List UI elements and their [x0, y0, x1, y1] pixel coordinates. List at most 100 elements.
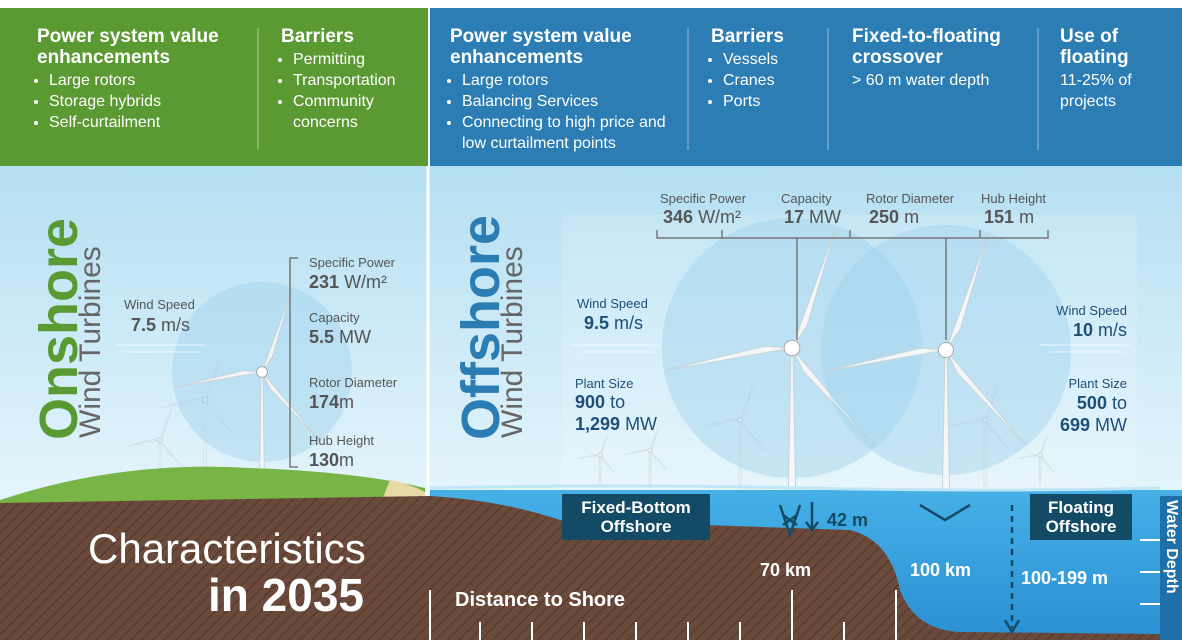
list-item: Transportation	[293, 70, 421, 91]
hub	[1037, 452, 1043, 458]
blade	[945, 232, 990, 351]
number: 7.5	[131, 315, 157, 335]
blade	[984, 382, 1000, 421]
number: 900	[575, 392, 606, 412]
blade	[739, 419, 767, 451]
turbine	[1018, 434, 1055, 486]
label: Wind Speed	[1056, 303, 1127, 318]
floating-label: Floating Offshore	[1030, 494, 1132, 540]
list-item: Vessels	[723, 49, 821, 70]
blade	[739, 382, 755, 421]
unit: W/m²	[698, 207, 742, 227]
number: 17	[784, 207, 805, 227]
turbine	[662, 218, 922, 503]
blade	[791, 225, 837, 349]
hub	[938, 342, 954, 358]
hub	[256, 366, 268, 378]
list-item: Large rotors	[49, 70, 252, 91]
value: 500 to 699 MW	[1060, 392, 1127, 436]
label: Rotor Diameter	[866, 191, 955, 206]
tower	[598, 454, 602, 486]
unit: m	[1019, 207, 1035, 227]
label: Rotor Diameter	[309, 375, 398, 390]
hub	[597, 452, 603, 458]
hill	[0, 466, 425, 505]
heading: Barriers	[711, 26, 784, 47]
label: Wind Speed	[577, 296, 648, 311]
turbine	[945, 382, 1012, 486]
label: Capacity	[781, 191, 832, 206]
unit: m	[339, 450, 355, 470]
number: 174	[309, 392, 340, 412]
heading: Fixed-to-floating crossover	[852, 26, 1001, 68]
connector: to	[610, 392, 626, 412]
label: Specific Power	[309, 255, 395, 270]
blade	[173, 370, 263, 389]
value: 346 W/m²	[663, 207, 741, 228]
unit: MW	[339, 327, 372, 347]
label: Hub Height	[981, 191, 1047, 206]
list: Large rotorsBalancing ServicesConnecting…	[450, 70, 680, 154]
spec-brackets	[289, 230, 1049, 468]
number: 10	[1072, 320, 1093, 340]
label: Plant Size	[1068, 376, 1127, 391]
offshore-enhancements: Power system value enhancementsLarge rot…	[450, 26, 680, 154]
blade	[945, 418, 986, 428]
blade	[261, 371, 321, 442]
list: VesselsCranesPorts	[711, 49, 821, 112]
blade	[625, 449, 651, 455]
value: 174m	[309, 392, 354, 413]
blade	[649, 449, 667, 470]
heading: Use of floating	[1060, 26, 1129, 68]
onshore-banner	[0, 8, 428, 166]
hub	[982, 417, 988, 423]
hub	[647, 447, 653, 453]
number: 231	[309, 272, 340, 292]
hub	[157, 437, 163, 443]
sea-surface	[429, 484, 1161, 492]
depth-ticks	[1140, 539, 1160, 605]
blade	[984, 419, 1012, 451]
value: 7.5 m/s	[131, 315, 190, 336]
blade	[204, 399, 235, 435]
dividers	[257, 28, 1039, 150]
offshore-subtitle: Wind Turbines	[496, 246, 529, 438]
unit: MW	[1095, 415, 1127, 435]
fixed-label: Fixed-Bottom Offshore	[562, 494, 710, 540]
unit: m/s	[1098, 320, 1127, 340]
text: > 60 m water depth	[852, 72, 990, 89]
heading: Power system value enhancements	[450, 26, 632, 68]
footer-line1: Characteristics	[88, 525, 366, 572]
text: 11-25% of projects	[1060, 72, 1132, 110]
label: Hub Height	[309, 433, 375, 448]
list-item: Balancing Services	[462, 91, 680, 112]
heading: Barriers	[281, 26, 354, 47]
number: 500	[1076, 393, 1107, 413]
blade	[125, 438, 161, 447]
blade	[663, 345, 793, 372]
value: 231 W/m²	[309, 272, 387, 293]
list-item: Storage hybrids	[49, 91, 252, 112]
offshore-banner	[430, 8, 1182, 166]
list-item: Community concerns	[293, 91, 421, 133]
blade	[160, 398, 206, 409]
tower	[1038, 454, 1042, 486]
value: 9.5 m/s	[584, 313, 643, 334]
unit: m	[339, 392, 355, 412]
blade	[791, 347, 876, 448]
list-item: Cranes	[723, 70, 821, 91]
list: PermittingTransportationCommunity concer…	[281, 49, 421, 133]
value: 17 MW	[784, 207, 841, 228]
hub	[783, 339, 801, 357]
blade	[822, 347, 947, 373]
number: 130	[309, 450, 340, 470]
number: 9.5	[584, 313, 610, 333]
unit: MW	[809, 207, 842, 227]
blade	[649, 426, 660, 451]
value: 151 m	[984, 207, 1034, 228]
number: 1,299	[575, 414, 621, 434]
hub	[737, 417, 743, 423]
fixed-depth: 42 m	[827, 510, 869, 530]
